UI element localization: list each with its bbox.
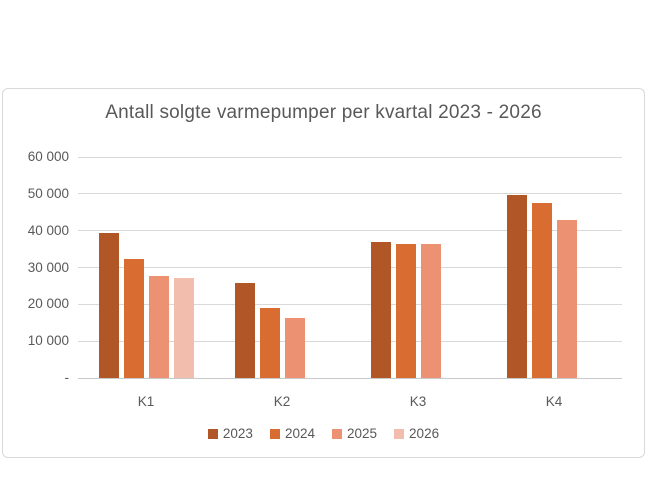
bar-slot-2026-K1 <box>173 157 194 378</box>
legend-item-2024: 2024 <box>269 426 315 441</box>
bar-slot-2023-K1 <box>98 157 119 378</box>
plot-area <box>78 156 622 379</box>
legend-marker-2023 <box>207 428 218 439</box>
bar-2025-K2 <box>284 317 305 378</box>
y-tick-label-30000: 30 000 <box>27 259 69 275</box>
legend-marker-2024 <box>269 428 280 439</box>
x-tick-label-K2: K2 <box>273 394 291 409</box>
bar-group-K3 <box>350 157 486 378</box>
bar-slot-2024-K4 <box>531 157 552 378</box>
gridline-20000 <box>78 303 622 305</box>
bar-slot-2024-K3 <box>395 157 416 378</box>
bar-2024-K4 <box>531 203 552 378</box>
chart-title: Antall solgte varmepumper per kvartal 20… <box>105 102 542 123</box>
gridline-60000 <box>78 156 622 158</box>
bar-2024-K3 <box>395 244 416 378</box>
bar-slot-2026-K4 <box>582 157 602 378</box>
y-tick-label-0: - <box>64 370 70 385</box>
bar-2023-K2 <box>234 283 255 378</box>
legend-marker-2025 <box>332 428 342 439</box>
bar-slot-2025-K2 <box>284 157 305 378</box>
bar-2024-K1 <box>123 259 144 378</box>
gridline-50000 <box>78 193 622 195</box>
bar-slot-2026-K3 <box>446 157 466 378</box>
x-tick-label-K4: K4 <box>545 394 563 409</box>
y-tick-label-50000: 50 000 <box>27 185 69 201</box>
bar-slot-2023-K2 <box>234 157 255 378</box>
bar-slot-2023-K4 <box>506 157 527 378</box>
legend-label-2026: 2026 <box>409 426 440 441</box>
legend-item-2025: 2025 <box>332 426 377 441</box>
bar-slot-2025-K1 <box>148 157 169 378</box>
bar-2023-K1 <box>98 232 119 378</box>
x-tick-label-K3: K3 <box>409 394 427 409</box>
bar-group-K1 <box>78 157 214 378</box>
gridline-0 <box>78 377 622 379</box>
bar-slot-2025-K4 <box>556 157 577 378</box>
bar-slot-2024-K2 <box>259 157 280 378</box>
y-tick-label-20000: 20 000 <box>27 296 69 312</box>
legend-label-2023: 2023 <box>222 426 253 441</box>
bar-2025-K1 <box>148 276 169 378</box>
legend-label-2024: 2024 <box>284 426 315 441</box>
bar-2023-K4 <box>506 195 527 378</box>
legend: 2023 2024 2025 2026 <box>3 426 644 441</box>
bar-2023-K3 <box>370 242 391 378</box>
bar-slot-2024-K1 <box>123 157 144 378</box>
bar-slot-2025-K3 <box>420 157 441 378</box>
bar-slot-2026-K2 <box>310 157 330 378</box>
y-tick-label-60000: 60 000 <box>27 149 69 164</box>
bar-2025-K4 <box>556 220 577 378</box>
gridline-30000 <box>78 267 622 268</box>
chart-container: Antall solgte varmepumper per kvartal 20… <box>2 88 645 458</box>
bar-2026-K1 <box>173 278 194 378</box>
x-tick-label-K1: K1 <box>137 394 155 409</box>
gridline-10000 <box>78 340 622 342</box>
bar-2024-K2 <box>259 308 280 378</box>
legend-label-2025: 2025 <box>347 426 378 441</box>
gridline-40000 <box>78 230 622 232</box>
legend-item-2026: 2026 <box>394 426 439 441</box>
bar-slot-2023-K3 <box>370 157 391 378</box>
bar-2025-K3 <box>420 243 441 378</box>
bar-group-K2 <box>214 157 350 378</box>
bar-group-K4 <box>486 157 622 378</box>
legend-item-2023: 2023 <box>207 426 253 441</box>
legend-marker-2026 <box>394 428 405 439</box>
y-tick-label-10000: 10 000 <box>27 333 69 349</box>
y-tick-label-40000: 40 000 <box>27 222 69 238</box>
